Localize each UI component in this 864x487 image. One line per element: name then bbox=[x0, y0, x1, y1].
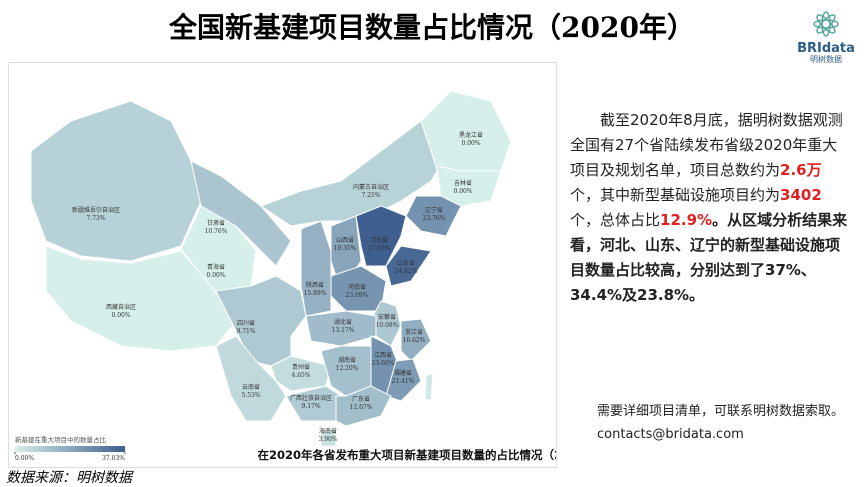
contact: 需要详细项目清单，可联系明树数据索取。 contacts@bridata.com bbox=[597, 400, 844, 446]
text: 。从区域分析结果来看，河北、山东、辽宁的新型基础设施项目数量占比较高，分别达到了… bbox=[570, 211, 848, 304]
province-value: 23.09% bbox=[346, 292, 369, 299]
legend-tick-label: 37.03% bbox=[102, 455, 125, 462]
province-value: 7.73% bbox=[86, 215, 105, 222]
province bbox=[320, 428, 337, 447]
province-name: 陕西省 bbox=[306, 281, 324, 289]
province-value: 10.76% bbox=[205, 228, 228, 235]
province-value: 9.71% bbox=[236, 328, 255, 335]
province-name: 浙江省 bbox=[405, 328, 423, 336]
highlight: 12.9% bbox=[660, 211, 713, 229]
province-value: 13.17% bbox=[332, 327, 355, 334]
province bbox=[190, 160, 292, 267]
logo-sub: 明树数据 bbox=[810, 55, 842, 64]
province bbox=[305, 310, 377, 347]
province-value: 21.41% bbox=[392, 378, 415, 385]
province bbox=[385, 358, 422, 402]
province-value: 12.67% bbox=[350, 404, 373, 411]
province-name: 青海省 bbox=[207, 263, 225, 271]
province-value: 9.17% bbox=[301, 403, 320, 410]
taiwan bbox=[424, 372, 434, 402]
province-name: 吉林省 bbox=[454, 179, 472, 187]
title: 全国新基建项目数量占比情况（2020年） bbox=[169, 11, 695, 44]
text: 个，总体占比 bbox=[570, 211, 661, 229]
province-name: 广西壮族自治区 bbox=[290, 394, 332, 402]
colorbar bbox=[15, 446, 125, 452]
province-name: 广东省 bbox=[352, 395, 370, 403]
province-name: 辽宁省 bbox=[425, 206, 443, 214]
province bbox=[385, 245, 432, 287]
highlight: 3402 bbox=[780, 186, 822, 204]
province bbox=[45, 245, 237, 352]
contact-line: 需要详细项目清单，可联系明树数据索取。 bbox=[597, 404, 845, 419]
map: 新疆维吾尔自治区7.73%西藏自治区0.00%青海省0.00%甘肃省10.76%… bbox=[14, 90, 605, 462]
province-name: 湖南省 bbox=[338, 356, 356, 364]
province-value: 5.53% bbox=[241, 392, 260, 399]
province-value: 0.00% bbox=[453, 188, 472, 195]
province-value: 23.60% bbox=[372, 360, 395, 367]
text: 个，其中新型基础设施项目约为 bbox=[570, 186, 781, 204]
contact-email: contacts@bridata.com bbox=[597, 427, 744, 442]
province-name: 海南省 bbox=[319, 427, 337, 435]
province-value: 37.03% bbox=[368, 245, 391, 252]
province-value: 3.90% bbox=[318, 436, 337, 443]
province bbox=[420, 90, 512, 172]
province-value: 15.89% bbox=[304, 290, 327, 297]
province-name: 山西省 bbox=[336, 236, 354, 244]
legend-title: 新基建在重大项目中的数量占比 bbox=[15, 435, 107, 444]
province-name: 山东省 bbox=[397, 259, 415, 267]
province bbox=[335, 385, 392, 427]
province-name: 黑龙江省 bbox=[459, 131, 483, 139]
province-value: 19.35% bbox=[334, 245, 357, 252]
province-name: 湖北省 bbox=[334, 318, 352, 326]
province-name: 安徽省 bbox=[378, 313, 396, 321]
province-name: 新疆维吾尔自治区 bbox=[72, 206, 120, 214]
province bbox=[300, 220, 332, 317]
province-name: 江西省 bbox=[374, 351, 392, 359]
province-name: 西藏自治区 bbox=[106, 303, 136, 311]
province-value: 10.08% bbox=[376, 322, 399, 329]
province-value: 7.25% bbox=[361, 192, 380, 199]
province-name: 河北省 bbox=[370, 236, 388, 244]
province-name: 四川省 bbox=[237, 319, 255, 327]
province-value: 16.62% bbox=[403, 337, 426, 344]
legend-tick-label: 0.00% bbox=[15, 455, 34, 462]
text: 截至2020年8月底，据明树数据观测全国有27个省陆续发布省级2020年重大项目… bbox=[570, 111, 843, 179]
province bbox=[355, 205, 407, 267]
province-name: 贵州省 bbox=[292, 363, 310, 371]
province-name: 云南省 bbox=[242, 383, 260, 391]
province-name: 内蒙古自治区 bbox=[353, 183, 389, 191]
logo: BRIdata 明树数据 bbox=[795, 10, 857, 65]
province-value: 0.00% bbox=[461, 140, 480, 147]
province-value: 23.76% bbox=[423, 215, 446, 222]
province-value: 0.00% bbox=[111, 312, 130, 319]
summary: 截至2020年8月底，据明树数据观测全国有27个省陆续发布省级2020年重大项目… bbox=[570, 108, 848, 308]
province bbox=[30, 100, 202, 262]
province-name: 河南省 bbox=[348, 283, 366, 291]
province-value: 34.42% bbox=[395, 268, 418, 275]
province-value: 12.20% bbox=[336, 365, 359, 372]
province-name: 福建省 bbox=[394, 369, 412, 377]
province-value: 4.65% bbox=[291, 372, 310, 379]
caption: 在2020年各省发布重大项目新基建项目数量的占比情况（27个省） bbox=[257, 448, 556, 462]
province bbox=[400, 318, 432, 362]
province-value: 0.00% bbox=[206, 272, 225, 279]
logo-icon bbox=[813, 11, 839, 37]
source: 数据来源：明树数据 bbox=[6, 470, 132, 486]
highlight: 2.6万 bbox=[780, 161, 822, 179]
logo-text: BRIdata bbox=[797, 41, 855, 56]
map-panel: 新疆维吾尔自治区 7.73% 西藏自治区 0.00% 青海省 0.00% 甘肃省 10.76%… bbox=[8, 62, 605, 468]
province-name: 甘肃省 bbox=[207, 219, 225, 227]
